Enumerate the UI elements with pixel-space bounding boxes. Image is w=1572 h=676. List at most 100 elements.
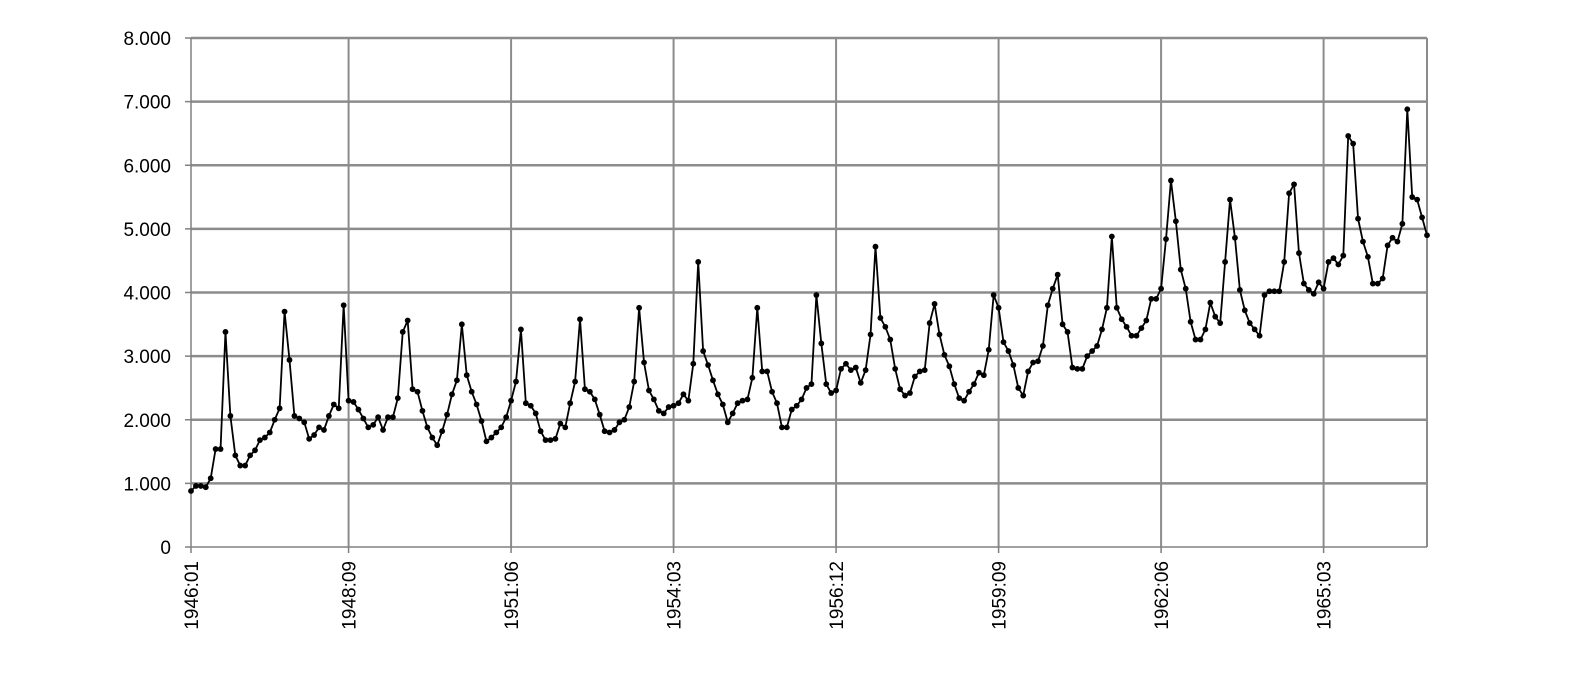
data-point — [734, 400, 741, 407]
data-point — [916, 368, 923, 375]
data-point — [1281, 259, 1288, 265]
x-tick-label: 1951:06 — [502, 561, 523, 630]
data-point — [1049, 285, 1056, 292]
data-point — [862, 367, 869, 374]
data-point — [1020, 392, 1027, 399]
data-point — [626, 404, 633, 410]
data-point — [769, 388, 775, 395]
data-point — [1315, 279, 1322, 286]
data-point — [852, 364, 859, 371]
data-point — [739, 397, 746, 404]
x-tick-label: 1954:03 — [665, 561, 686, 630]
data-point — [537, 428, 544, 435]
data-point — [227, 413, 234, 419]
y-tick-label: 0 — [160, 538, 171, 559]
data-point — [355, 406, 362, 413]
data-point — [1271, 288, 1278, 295]
data-point — [296, 415, 303, 422]
data-point — [670, 402, 677, 409]
data-point — [1414, 196, 1421, 203]
data-point — [872, 243, 879, 250]
data-point — [409, 386, 416, 393]
data-point — [818, 340, 825, 347]
data-point — [1291, 181, 1297, 188]
data-point — [1296, 250, 1302, 256]
data-point — [1419, 214, 1425, 221]
data-point — [1182, 285, 1189, 292]
data-point — [911, 373, 918, 380]
data-point — [1010, 362, 1017, 368]
data-point — [946, 363, 953, 370]
data-point — [306, 435, 313, 442]
data-point — [1074, 365, 1081, 372]
data-point — [675, 400, 682, 407]
data-point — [887, 336, 894, 343]
data-point — [1172, 218, 1179, 225]
data-point — [1059, 321, 1066, 328]
axes — [185, 37, 1427, 553]
data-point — [1389, 234, 1396, 241]
data-point — [1399, 220, 1406, 227]
data-point — [1340, 252, 1347, 259]
x-tick-label: 1965:03 — [1315, 561, 1336, 630]
data-point — [473, 401, 480, 408]
data-point — [508, 397, 514, 404]
data-point — [971, 381, 977, 388]
data-point — [813, 292, 820, 298]
data-point — [567, 400, 574, 407]
data-point — [980, 372, 987, 379]
data-point — [1123, 323, 1130, 330]
data-point — [941, 351, 948, 358]
data-point — [1143, 317, 1150, 324]
data-point — [892, 365, 899, 372]
y-axis-tick-labels: 0 1.000 2.000 3.000 4.000 5.000 6.000 7.000 8.00… — [123, 29, 171, 559]
data-point — [478, 418, 485, 424]
data-point — [1261, 292, 1268, 298]
data-point — [207, 475, 214, 482]
data-point — [1369, 280, 1376, 287]
data-point — [764, 368, 771, 375]
data-point — [744, 396, 751, 403]
data-point — [793, 402, 800, 409]
data-point — [1246, 320, 1253, 326]
data-point — [1030, 359, 1036, 366]
data-point — [1232, 234, 1238, 241]
data-point — [493, 429, 500, 436]
data-point — [902, 392, 908, 399]
data-point — [847, 367, 854, 374]
data-point — [882, 323, 889, 330]
data-point — [454, 377, 460, 384]
data-point — [867, 331, 874, 338]
data-point — [754, 304, 761, 311]
data-point — [857, 379, 864, 386]
data-point — [966, 388, 972, 395]
data-point — [1025, 368, 1032, 375]
data-point — [1251, 326, 1258, 333]
data-point — [1394, 238, 1401, 245]
data-point — [193, 483, 199, 489]
y-tick-label: 3.000 — [123, 347, 171, 368]
data-point — [271, 416, 278, 423]
data-point — [897, 386, 903, 393]
data-point — [212, 446, 219, 452]
data-point — [1044, 302, 1051, 309]
data-point — [1266, 288, 1273, 295]
data-point — [483, 438, 490, 445]
data-point — [1197, 336, 1204, 343]
data-point — [503, 414, 510, 421]
data-point — [468, 388, 475, 395]
data-point — [715, 391, 721, 398]
data-point — [680, 391, 687, 398]
data-point — [291, 413, 298, 419]
data-point — [1158, 285, 1164, 292]
data-point — [1305, 287, 1312, 293]
data-point — [547, 437, 554, 444]
data-point — [931, 301, 938, 307]
data-point — [1035, 358, 1041, 365]
data-point — [1168, 177, 1174, 184]
data-point — [907, 390, 913, 396]
data-point — [936, 331, 943, 338]
data-point — [1079, 365, 1086, 372]
data-point — [995, 304, 1002, 311]
